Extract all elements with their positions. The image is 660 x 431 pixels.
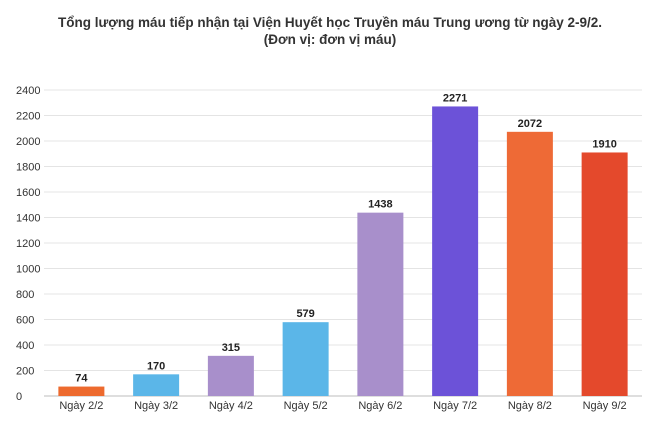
y-tick-label: 400 [16,340,34,352]
data-label: 1438 [368,199,392,211]
data-label: 1910 [592,138,616,150]
x-tick-label: Ngày 2/2 [59,400,103,412]
chart-title: Tổng lượng máu tiếp nhận tại Viện Huyết … [57,15,603,30]
bar [581,152,628,396]
x-tick-label: Ngày 6/2 [358,400,402,412]
y-tick-label: 200 [16,366,34,378]
chart-subtitle: (Đơn vị: đơn vị máu) [263,32,397,47]
chart-title-block: Tổng lượng máu tiếp nhận tại Viện Huyết … [0,14,660,48]
x-tick-label: Ngày 8/2 [508,400,552,412]
bar [207,355,254,396]
bar [432,106,479,396]
y-tick-label: 1800 [16,162,40,174]
x-tick-label: Ngày 7/2 [433,400,477,412]
y-tick-label: 0 [16,391,22,403]
x-tick-label: Ngày 5/2 [284,400,328,412]
y-tick-label: 600 [16,315,34,327]
y-tick-label: 1000 [16,264,40,276]
bar [506,131,553,396]
y-tick-label: 1600 [16,187,40,199]
y-tick-label: 2400 [16,85,40,97]
y-tick-label: 1400 [16,213,40,225]
data-label: 2271 [443,92,467,104]
y-tick-label: 2000 [16,136,40,148]
data-label: 315 [222,342,240,354]
y-tick-label: 1200 [16,238,40,250]
y-tick-label: 2200 [16,111,40,123]
data-label: 170 [147,360,165,372]
bar [58,386,105,396]
bar [282,322,329,396]
data-label: 74 [75,373,88,385]
x-tick-label: Ngày 9/2 [583,400,627,412]
data-label: 579 [296,308,314,320]
bar [357,212,404,396]
bar [133,374,180,396]
x-tick-label: Ngày 4/2 [209,400,253,412]
data-label: 2072 [518,118,542,130]
y-tick-label: 800 [16,289,34,301]
x-tick-label: Ngày 3/2 [134,400,178,412]
